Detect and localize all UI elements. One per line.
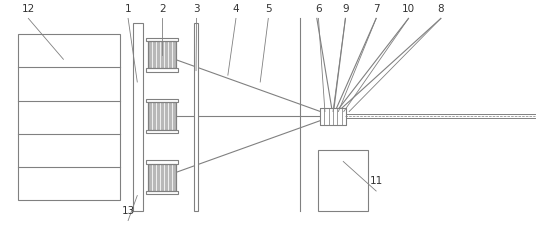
Text: 7: 7: [373, 4, 379, 14]
Bar: [148, 41, 176, 68]
Bar: [17, 34, 120, 200]
Text: 5: 5: [265, 4, 272, 14]
Bar: [148, 102, 176, 130]
Bar: [146, 38, 178, 41]
Text: 6: 6: [315, 4, 322, 14]
Bar: [148, 41, 176, 68]
Text: 13: 13: [121, 206, 135, 216]
Bar: [148, 164, 176, 191]
Bar: [133, 23, 143, 211]
Text: 3: 3: [193, 4, 200, 14]
Bar: [319, 150, 368, 211]
Bar: [195, 23, 198, 211]
Bar: [146, 130, 178, 133]
Text: 1: 1: [125, 4, 131, 14]
Text: 8: 8: [437, 4, 444, 14]
Bar: [146, 161, 178, 164]
Text: 10: 10: [402, 4, 415, 14]
Bar: [320, 108, 346, 125]
Text: 2: 2: [159, 4, 165, 14]
Bar: [146, 68, 178, 72]
Bar: [146, 99, 178, 102]
Bar: [148, 102, 176, 130]
Text: 11: 11: [370, 176, 383, 186]
Bar: [146, 191, 178, 194]
Text: 9: 9: [342, 4, 349, 14]
Text: 12: 12: [22, 4, 35, 14]
Bar: [148, 164, 176, 191]
Text: 4: 4: [233, 4, 239, 14]
